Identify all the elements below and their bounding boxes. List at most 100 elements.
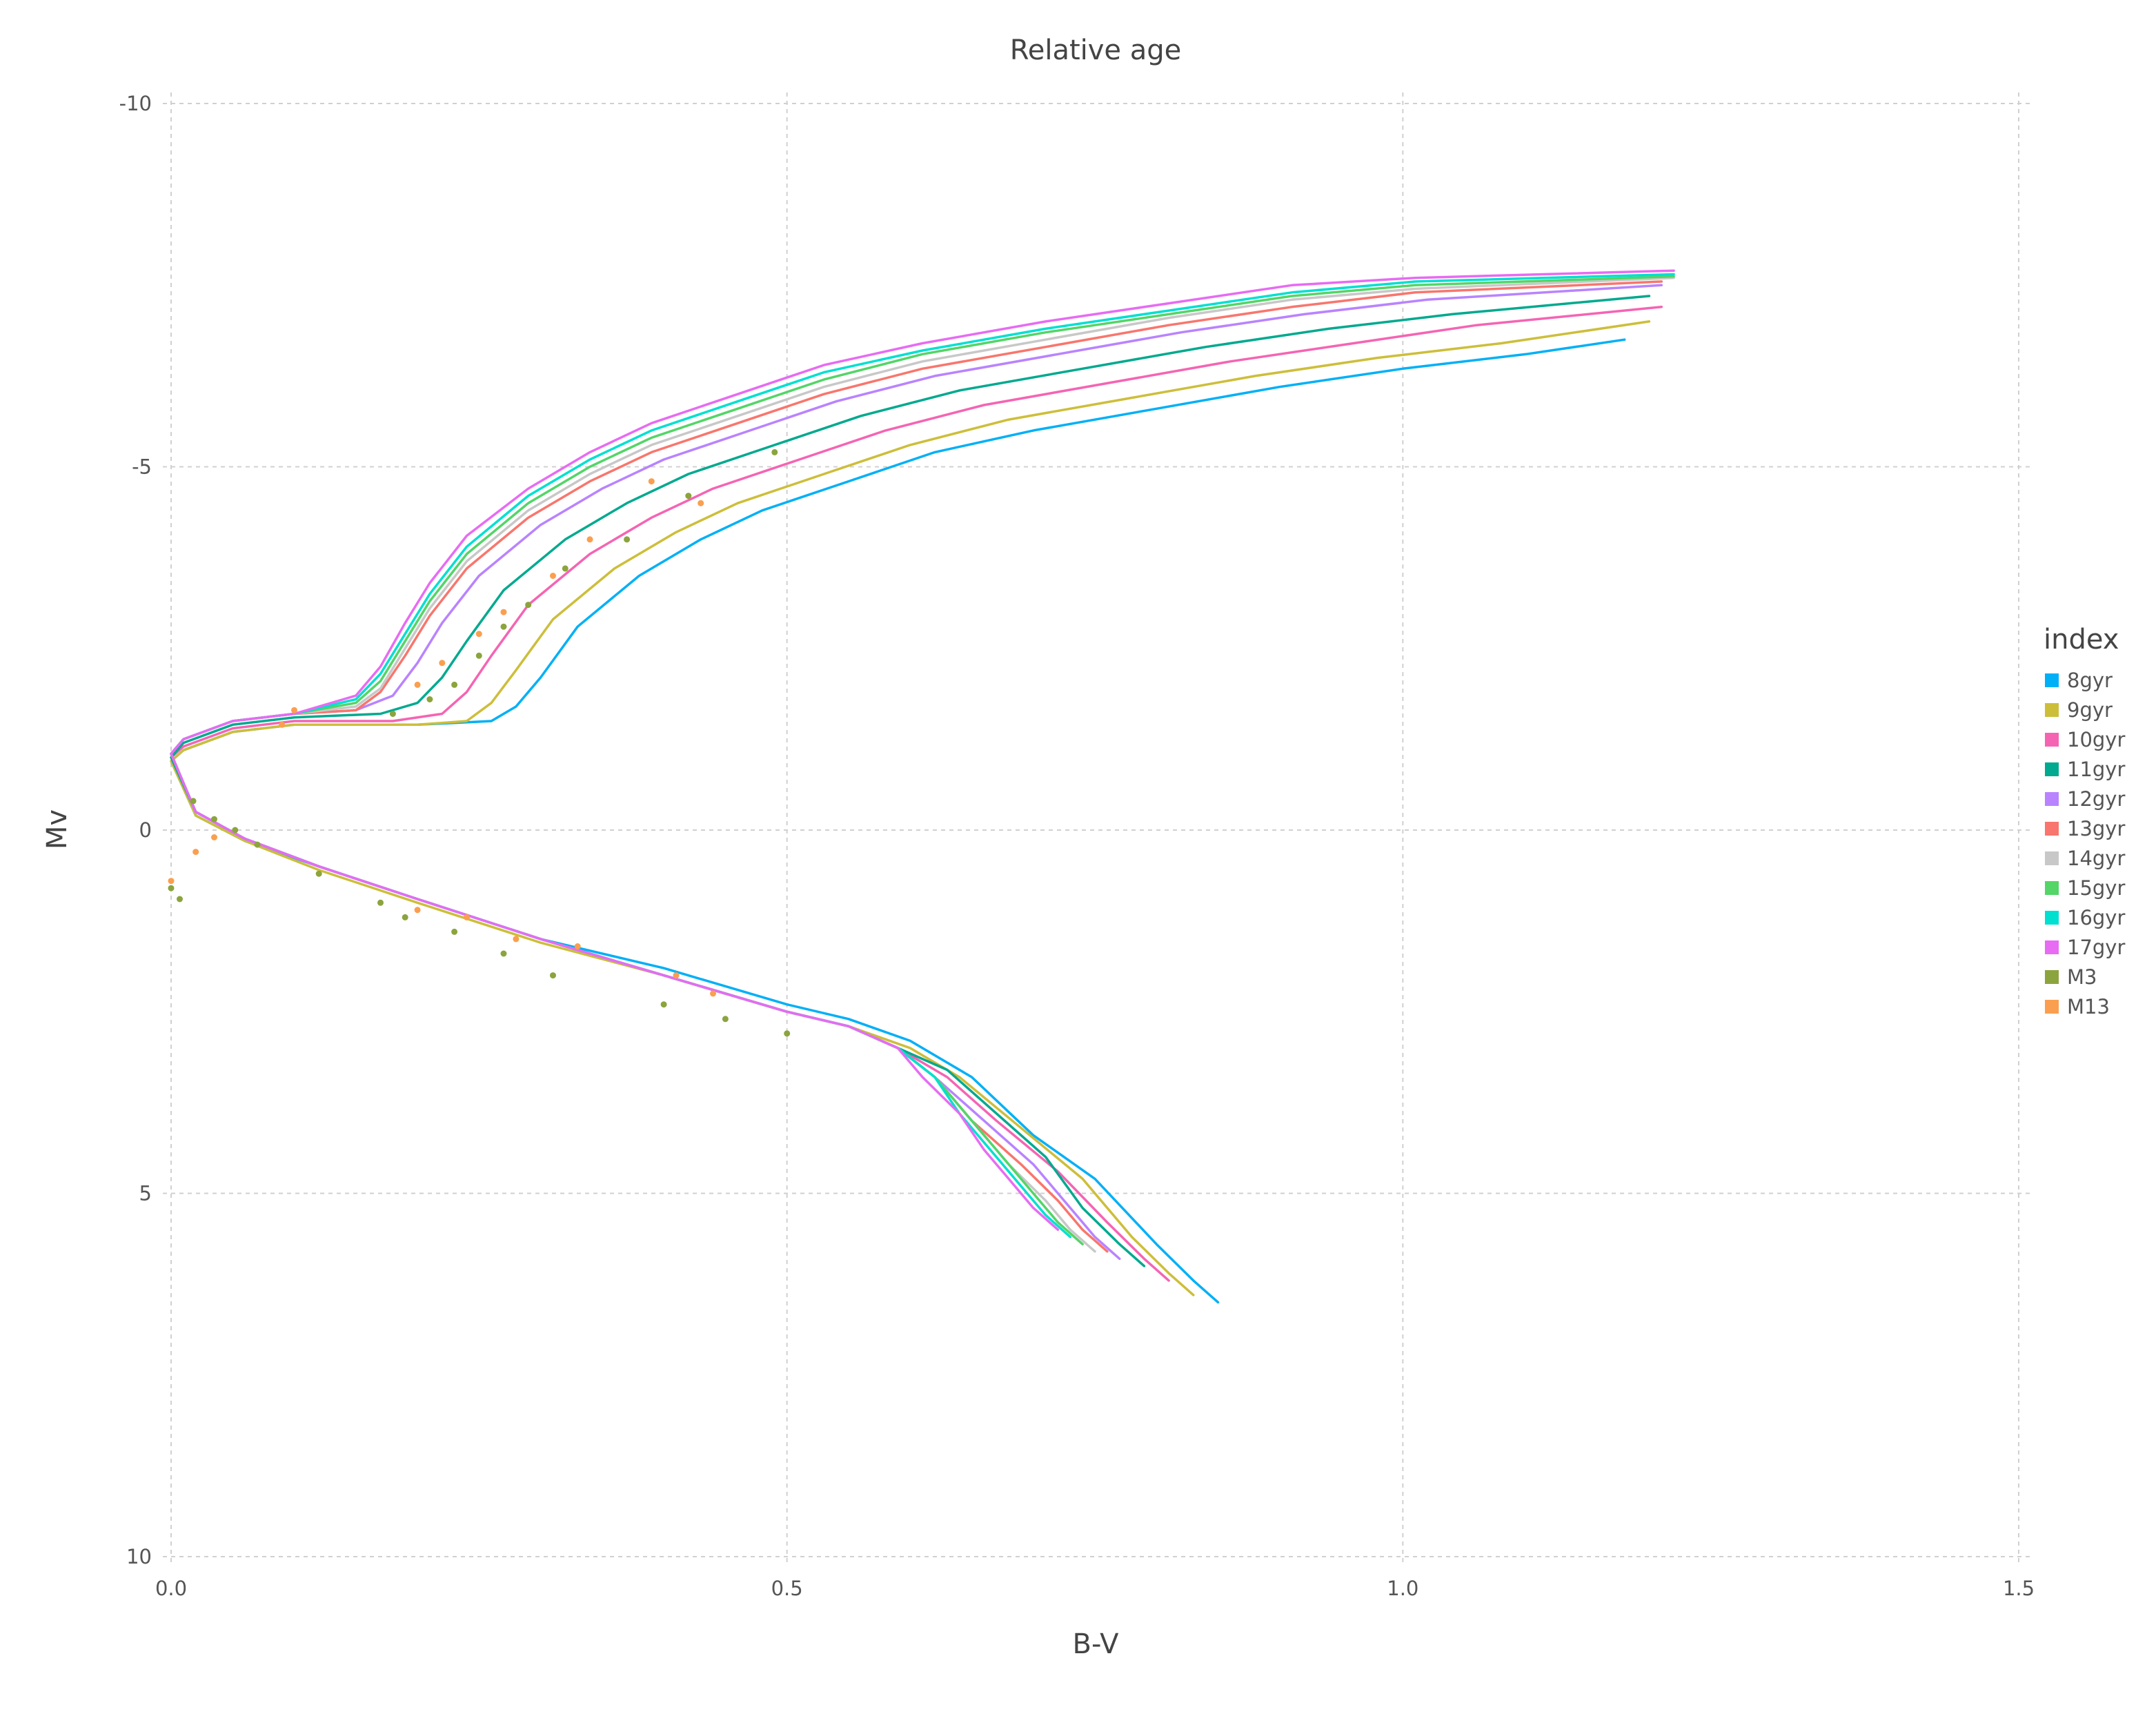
point-m13 bbox=[414, 907, 421, 914]
point-m3 bbox=[315, 870, 322, 877]
point-m13 bbox=[439, 660, 446, 667]
legend-swatch bbox=[2045, 911, 2059, 925]
series-12gyr-line bbox=[170, 284, 1663, 1261]
x-tick-label: 1.0 bbox=[1387, 1577, 1418, 1600]
point-m13 bbox=[673, 972, 680, 979]
x-tick-label: 0.0 bbox=[155, 1577, 187, 1600]
legend-swatch bbox=[2045, 851, 2059, 865]
point-m13 bbox=[698, 500, 704, 506]
point-m13 bbox=[586, 536, 593, 543]
legend-label: 14gyr bbox=[2067, 847, 2125, 870]
chart-title: Relative age bbox=[1010, 34, 1182, 66]
series-16gyr-line bbox=[170, 273, 1675, 1239]
y-tick-label: -5 bbox=[132, 455, 152, 479]
legend-label: 17gyr bbox=[2067, 936, 2125, 959]
legend-label: 13gyr bbox=[2067, 817, 2125, 840]
legend-swatch bbox=[2045, 762, 2059, 776]
series-14gyr-line bbox=[170, 276, 1675, 1253]
point-m3 bbox=[722, 1016, 729, 1023]
point-m3 bbox=[451, 681, 458, 688]
y-axis-ticks: -10 -5 0 5 10 bbox=[119, 92, 152, 1568]
point-m3 bbox=[660, 1001, 667, 1008]
x-axis-title: B-V bbox=[1073, 1628, 1120, 1660]
point-m3 bbox=[771, 448, 778, 455]
legend-swatch bbox=[2045, 792, 2059, 806]
series-points bbox=[168, 448, 791, 1037]
point-m3 bbox=[451, 928, 458, 935]
y-axis-title: Mv bbox=[41, 809, 73, 849]
point-m3 bbox=[475, 652, 482, 659]
point-m13 bbox=[414, 681, 421, 688]
point-m3 bbox=[190, 798, 197, 805]
point-m13 bbox=[168, 878, 175, 885]
series-lines bbox=[170, 269, 1675, 1304]
point-m13 bbox=[574, 943, 581, 949]
legend-swatch bbox=[2045, 881, 2059, 895]
legend-label: 12gyr bbox=[2067, 787, 2125, 811]
point-m3 bbox=[426, 696, 433, 702]
legend-swatch bbox=[2045, 673, 2059, 687]
series-9gyr-line bbox=[170, 320, 1651, 1297]
point-m3 bbox=[177, 896, 183, 903]
legend-title: index bbox=[2044, 624, 2119, 656]
point-m13 bbox=[500, 609, 507, 615]
legend-items: 8gyr 9gyr 10gyr 11gyr 12gyr 13gyr 14gyr 15gyr 16… bbox=[2045, 669, 2125, 1018]
series-m3-points bbox=[168, 448, 791, 1037]
x-tick-label: 0.5 bbox=[771, 1577, 803, 1600]
point-m3 bbox=[232, 827, 239, 834]
legend-label: 11gyr bbox=[2067, 758, 2125, 781]
legend-label: 16gyr bbox=[2067, 906, 2125, 929]
y-tick-label: 5 bbox=[139, 1182, 152, 1205]
y-tick-label: -10 bbox=[119, 92, 152, 115]
point-m3 bbox=[624, 536, 631, 543]
point-m3 bbox=[685, 493, 692, 500]
point-m3 bbox=[389, 711, 396, 717]
legend-swatch bbox=[2045, 703, 2059, 717]
legend-label: M3 bbox=[2067, 965, 2097, 989]
legend-label: 8gyr bbox=[2067, 669, 2113, 692]
point-m13 bbox=[192, 849, 199, 856]
point-m3 bbox=[525, 602, 532, 609]
point-m3 bbox=[254, 841, 261, 848]
legend-swatch bbox=[2045, 733, 2059, 747]
series-m13-points bbox=[168, 478, 716, 997]
legend-label: 9gyr bbox=[2067, 698, 2113, 722]
legend-swatch bbox=[2045, 1000, 2059, 1014]
point-m13 bbox=[550, 573, 556, 579]
point-m3 bbox=[377, 899, 384, 906]
point-m13 bbox=[648, 478, 655, 485]
point-m3 bbox=[550, 972, 556, 979]
point-m13 bbox=[279, 721, 286, 728]
point-m3 bbox=[562, 565, 568, 572]
point-m3 bbox=[168, 885, 175, 891]
legend-label: 10gyr bbox=[2067, 728, 2125, 751]
series-8gyr-line bbox=[170, 338, 1626, 1304]
point-m13 bbox=[291, 707, 297, 713]
series-11gyr-line bbox=[170, 295, 1651, 1268]
point-m13 bbox=[475, 631, 482, 638]
grid bbox=[163, 92, 2033, 1564]
legend-swatch bbox=[2045, 822, 2059, 836]
point-m13 bbox=[464, 914, 470, 920]
y-tick-label: 0 bbox=[139, 818, 152, 842]
legend-swatch bbox=[2045, 970, 2059, 984]
point-m3 bbox=[211, 816, 217, 822]
y-tick-label: 10 bbox=[126, 1545, 152, 1568]
legend-label: M13 bbox=[2067, 995, 2110, 1018]
point-m3 bbox=[402, 914, 408, 920]
x-axis-ticks: 0.0 0.5 1.0 1.5 bbox=[155, 1577, 2035, 1600]
legend-label: 15gyr bbox=[2067, 876, 2125, 900]
point-m13 bbox=[513, 936, 520, 943]
series-13gyr-line bbox=[170, 280, 1663, 1253]
point-m3 bbox=[500, 950, 507, 957]
series-17gyr-line bbox=[170, 269, 1675, 1231]
point-m13 bbox=[710, 990, 716, 997]
legend: index 8gyr 9gyr 10gyr 11gyr 12gyr 13gyr 14gyr 1… bbox=[2044, 624, 2125, 1018]
point-m3 bbox=[784, 1030, 791, 1037]
legend-swatch bbox=[2045, 940, 2059, 954]
point-m3 bbox=[500, 623, 507, 630]
series-10gyr-line bbox=[170, 306, 1663, 1282]
x-tick-label: 1.5 bbox=[2003, 1577, 2035, 1600]
point-m13 bbox=[211, 834, 217, 840]
